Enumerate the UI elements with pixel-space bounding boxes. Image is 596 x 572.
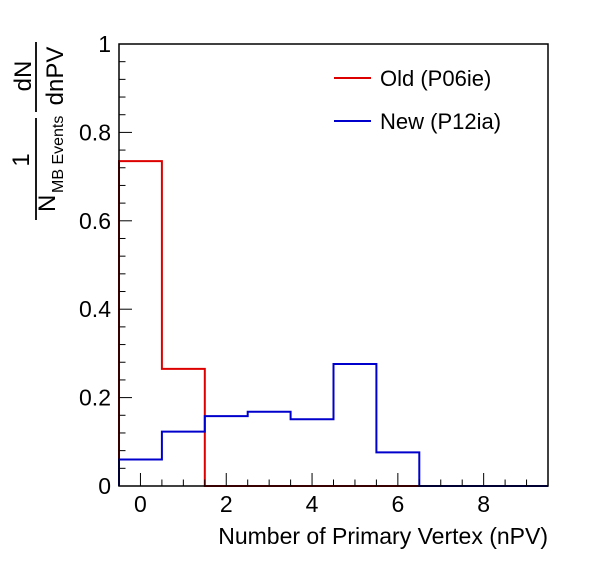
y-label-mb-events: MB Events bbox=[50, 116, 67, 193]
y-tick-label: 0 bbox=[98, 473, 111, 499]
y-tick-label: 0.2 bbox=[79, 385, 111, 411]
x-axis-label: Number of Primary Vertex (nPV) bbox=[218, 523, 548, 549]
ticks-group: 0 2 4 6 8 0 0.2 0.4 0.6 0.8 1 bbox=[79, 31, 549, 517]
y-tick-label: 0.6 bbox=[79, 208, 111, 234]
y-label-n: N bbox=[34, 195, 61, 212]
series-group bbox=[118, 160, 548, 487]
y-tick-label: 0.4 bbox=[79, 296, 111, 322]
legend-label: Old (P06ie) bbox=[380, 66, 491, 91]
y-label-dnpv: dnPV bbox=[42, 47, 69, 106]
series-new-histogram bbox=[118, 363, 548, 487]
x-tick-label: 8 bbox=[477, 491, 490, 517]
legend: Old (P06ie) New (P12ia) bbox=[334, 66, 501, 134]
x-tick-label: 2 bbox=[220, 491, 233, 517]
series-old-histogram bbox=[118, 160, 548, 487]
legend-label: New (P12ia) bbox=[380, 109, 501, 134]
x-tick-label: 0 bbox=[134, 491, 147, 517]
y-axis-label: 1 N MB Events dN dnPV bbox=[8, 42, 69, 220]
x-tick-label: 4 bbox=[306, 491, 319, 517]
x-tick-label: 6 bbox=[391, 491, 404, 517]
y-label-dn: dN bbox=[10, 61, 37, 92]
y-label-one: 1 bbox=[8, 153, 35, 166]
y-tick-label: 0.8 bbox=[79, 119, 111, 145]
y-tick-label: 1 bbox=[98, 31, 111, 57]
